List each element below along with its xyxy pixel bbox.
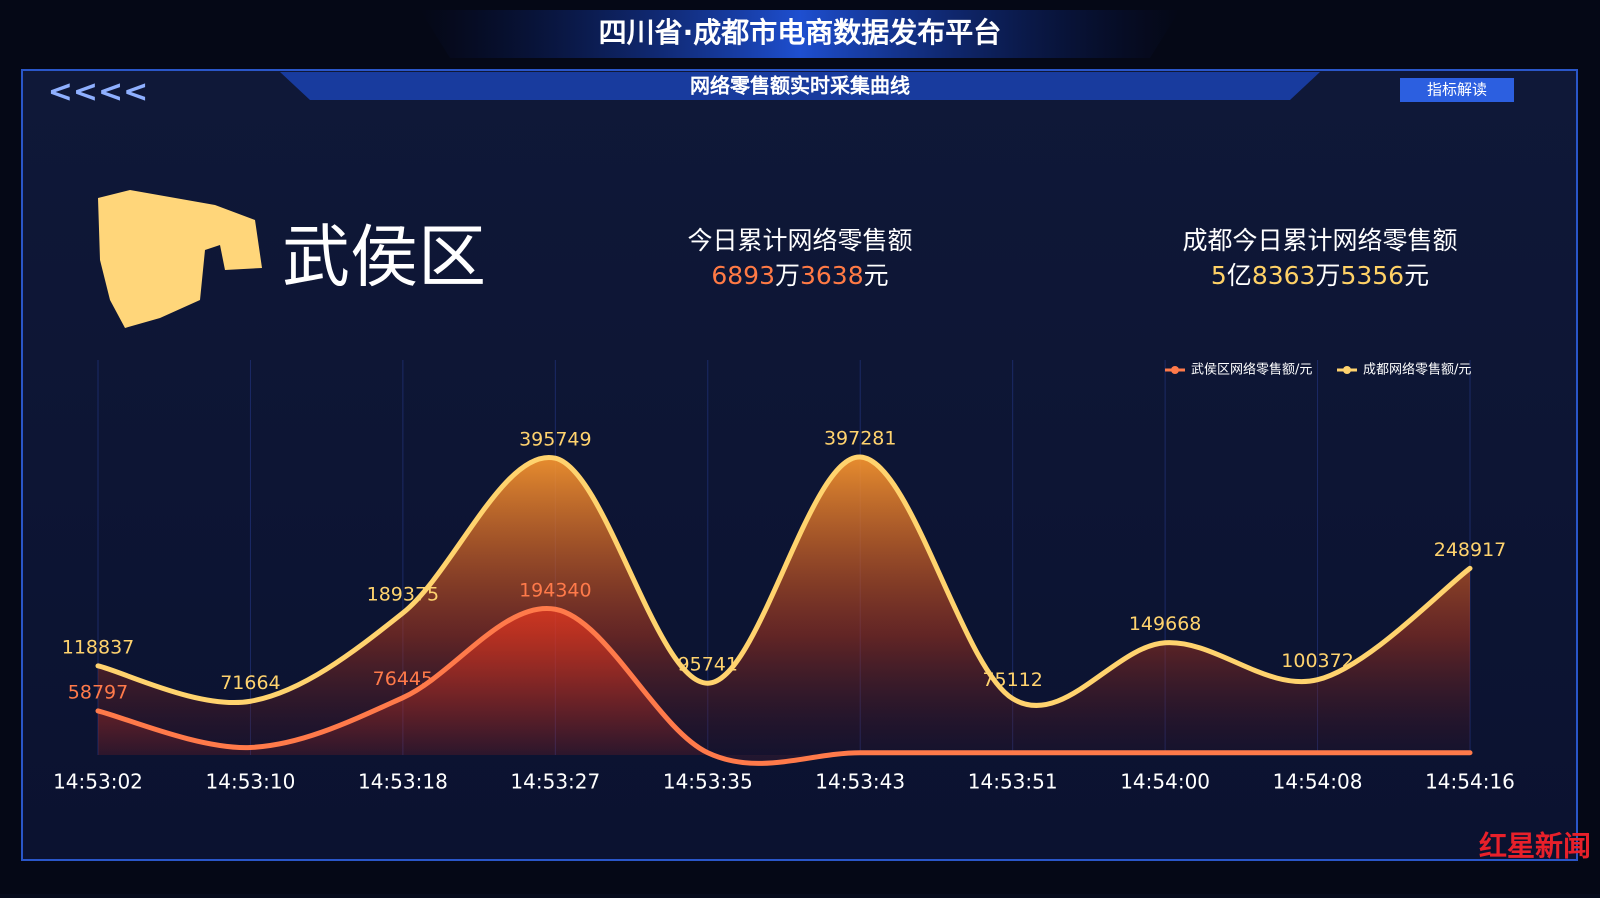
stat-value-part: 5 bbox=[1211, 261, 1227, 290]
info-button[interactable]: 指标解读 bbox=[1427, 81, 1487, 99]
stat-value-part: 3638 bbox=[800, 261, 864, 290]
x-tick-label: 14:53:18 bbox=[358, 770, 448, 794]
stat-value-part: 亿 bbox=[1227, 261, 1252, 290]
x-tick-label: 14:53:27 bbox=[510, 770, 600, 794]
legend-label: 武侯区网络零售额/元 bbox=[1191, 362, 1312, 378]
district-name: 武侯区 bbox=[282, 219, 486, 298]
stat-value: 6893万3638元 bbox=[711, 261, 888, 290]
x-tick-label: 14:53:02 bbox=[53, 770, 143, 794]
legend-dot bbox=[1343, 366, 1351, 374]
data-label: 100372 bbox=[1281, 650, 1354, 672]
data-label: 95741 bbox=[678, 654, 738, 676]
back-button[interactable]: <<<< bbox=[48, 75, 149, 110]
series-area bbox=[98, 608, 1470, 764]
info-button-bg[interactable] bbox=[1400, 78, 1514, 102]
data-label: 118837 bbox=[62, 636, 135, 658]
x-tick-label: 14:53:43 bbox=[815, 770, 905, 794]
stat-value-part: 万 bbox=[1315, 261, 1340, 290]
stat-value-part: 万 bbox=[775, 261, 800, 290]
district-map bbox=[98, 190, 262, 328]
data-label: 71664 bbox=[220, 672, 280, 694]
legend-dot bbox=[1171, 366, 1179, 374]
x-tick-label: 14:53:35 bbox=[663, 770, 753, 794]
title: 四川省·成都市电商数据发布平台 bbox=[599, 16, 1002, 49]
data-label: 76445 bbox=[373, 668, 433, 690]
stat-value-part: 元 bbox=[1404, 261, 1429, 290]
series-line bbox=[95, 454, 1473, 708]
x-tick-label: 14:53:51 bbox=[968, 770, 1058, 794]
data-label: 194340 bbox=[519, 580, 592, 602]
stat-value-part: 元 bbox=[864, 261, 889, 290]
data-label: 149668 bbox=[1129, 613, 1202, 635]
x-tick-label: 14:53:10 bbox=[206, 770, 296, 794]
title-banner bbox=[420, 10, 1180, 58]
stat-label: 今日累计网络零售额 bbox=[687, 226, 912, 255]
data-label: 248917 bbox=[1434, 539, 1507, 561]
series-line bbox=[95, 605, 1473, 766]
subtitle-banner bbox=[280, 72, 1320, 100]
stat-value-part: 6893 bbox=[711, 261, 775, 290]
stat-value-part: 5356 bbox=[1340, 261, 1404, 290]
data-label: 397281 bbox=[824, 428, 897, 450]
data-label: 75112 bbox=[982, 669, 1042, 691]
stat-value-part: 8363 bbox=[1252, 261, 1316, 290]
data-label: 395749 bbox=[519, 429, 592, 451]
stat-value: 5亿8363万5356元 bbox=[1211, 261, 1429, 290]
x-tick-label: 14:54:00 bbox=[1120, 770, 1210, 794]
legend-label: 成都网络零售额/元 bbox=[1363, 362, 1471, 378]
chart: 14:53:02 14:53:10 14:53:18 14:53:27 14:53:35… bbox=[53, 360, 1515, 794]
watermark: 红星新闻 bbox=[1479, 830, 1591, 863]
x-tick-label: 14:54:16 bbox=[1425, 770, 1515, 794]
data-label: 58797 bbox=[68, 681, 128, 703]
subtitle: 网络零售额实时采集曲线 bbox=[690, 74, 910, 98]
legend: 武侯区网络零售额/元 成都网络零售额/元 bbox=[1165, 362, 1471, 378]
x-tick-label: 14:54:08 bbox=[1273, 770, 1363, 794]
data-label: 189375 bbox=[367, 583, 440, 605]
stat-label: 成都今日累计网络零售额 bbox=[1182, 226, 1457, 255]
